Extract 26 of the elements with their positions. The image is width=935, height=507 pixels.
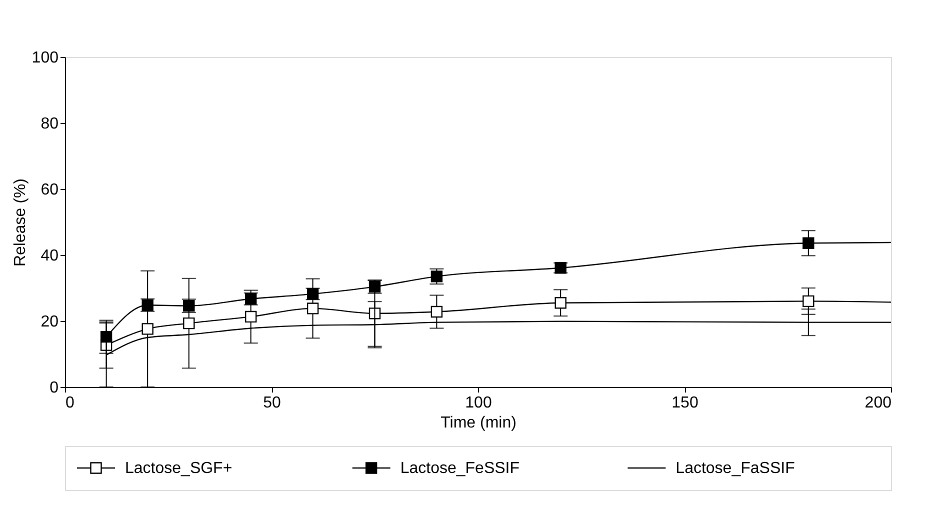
point bbox=[802, 295, 814, 308]
y-tick-label: 40 bbox=[40, 248, 59, 264]
point bbox=[306, 302, 319, 314]
y-axis-title: Release (%) bbox=[12, 178, 29, 267]
x-tick-label: 150 bbox=[672, 394, 698, 412]
point bbox=[430, 270, 443, 282]
x-tick-label: 200 bbox=[864, 394, 892, 412]
x-axis-title: Time (min) bbox=[440, 414, 516, 432]
point bbox=[802, 237, 814, 249]
x-tick-label: 0 bbox=[66, 394, 74, 412]
point bbox=[368, 308, 381, 320]
point bbox=[554, 297, 566, 309]
x-tick-label: 50 bbox=[263, 394, 281, 412]
legend-label: Lactose_FaSSIF bbox=[676, 460, 796, 477]
y-tick-label: 80 bbox=[40, 116, 59, 132]
point bbox=[142, 323, 154, 335]
y-tick-label: 0 bbox=[50, 380, 59, 396]
point bbox=[430, 306, 443, 318]
y-tick-label: 100 bbox=[32, 50, 59, 66]
point bbox=[245, 310, 257, 323]
x-tick-label: 100 bbox=[465, 394, 492, 412]
point bbox=[183, 317, 195, 330]
legend-label: Lactose_FeSSIF bbox=[400, 460, 520, 477]
legend-label: Lactose_SGF+ bbox=[125, 460, 232, 477]
y-tick-label: 60 bbox=[40, 182, 59, 198]
y-tick-label: 20 bbox=[40, 314, 59, 330]
